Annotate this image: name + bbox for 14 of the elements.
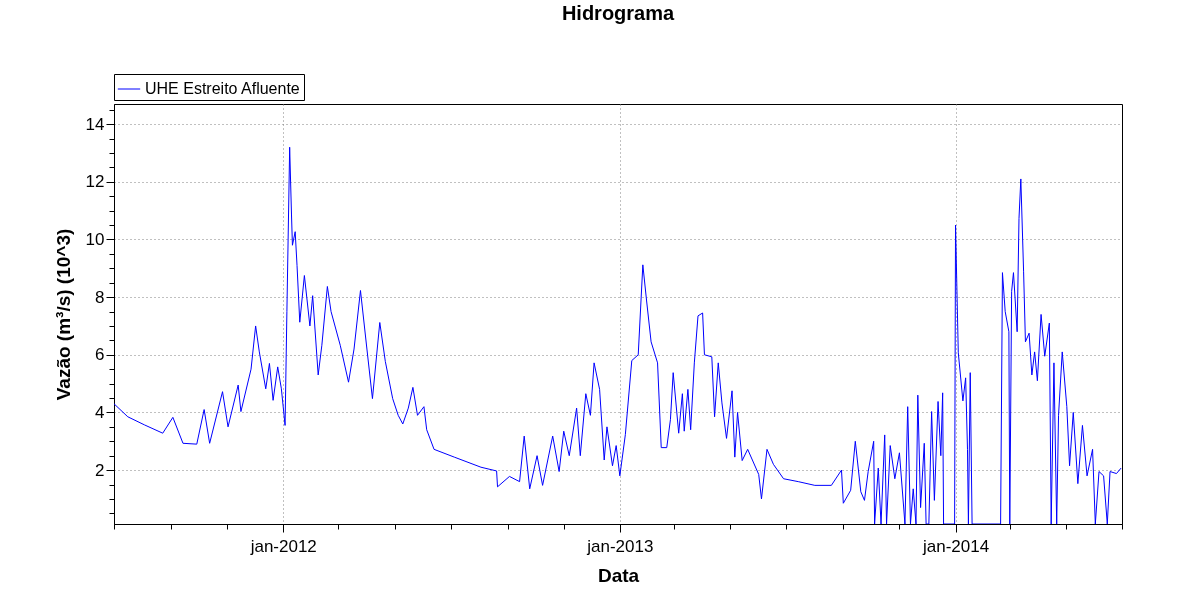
y-tick-label: 10	[85, 229, 105, 249]
y-tick-label: 8	[95, 287, 105, 307]
x-tick-label: jan-2012	[249, 536, 317, 556]
y-tick-label: 2	[95, 460, 105, 480]
x-tick-label: jan-2013	[586, 536, 654, 556]
x-tick-label: jan-2014	[921, 536, 990, 556]
y-tick-label: 12	[85, 172, 105, 192]
y-tick-label: 4	[95, 402, 105, 422]
y-tick-label: 6	[95, 345, 105, 365]
legend-label: UHE Estreito Afluente	[145, 80, 300, 97]
y-axis-title: Vazão (m³/s) (10^3)	[52, 228, 74, 401]
chart-title: Hidrograma	[561, 1, 675, 24]
y-tick-label: 14	[85, 114, 105, 134]
x-axis-title: Data	[597, 564, 640, 586]
